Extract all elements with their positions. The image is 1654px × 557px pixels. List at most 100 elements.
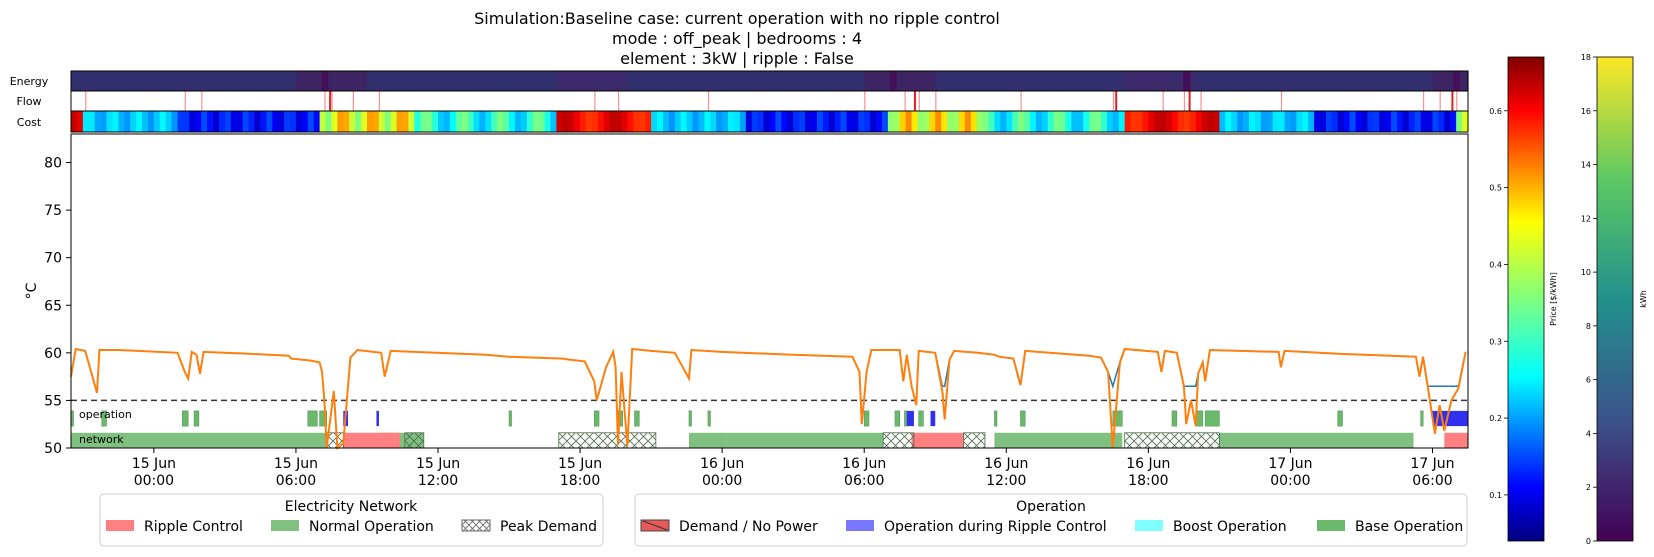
energy-cell <box>71 71 84 91</box>
energy-cell <box>568 71 581 91</box>
cost-cell <box>402 111 410 132</box>
cost-cell <box>319 111 327 132</box>
energy-cell <box>899 71 913 91</box>
flow-event-strong <box>1115 91 1118 111</box>
cost-cell <box>834 111 842 132</box>
energy-cell <box>118 71 131 91</box>
energy-cell <box>260 71 273 91</box>
cost-cell <box>449 111 457 132</box>
cost-cell <box>1124 111 1132 132</box>
cost-cell <box>982 111 990 132</box>
cost-cell <box>591 111 599 132</box>
cost-cell <box>822 111 830 132</box>
energy-cell <box>1219 71 1232 91</box>
cost-cell <box>1000 111 1007 132</box>
cost-cell <box>1284 111 1292 132</box>
energy-cell <box>1112 71 1126 91</box>
energy-cell <box>852 71 865 91</box>
cost-cell <box>71 111 78 132</box>
x-tick-label-time: 06:00 <box>844 473 884 489</box>
flow-event <box>594 91 596 111</box>
cost-cell <box>142 111 149 132</box>
cost-cell <box>1142 111 1149 132</box>
cost-cell <box>361 111 368 132</box>
operation-base-bar <box>319 410 328 427</box>
cost-cell <box>1106 111 1114 132</box>
operation-base-bar <box>634 410 640 427</box>
energy-cell <box>1065 71 1078 91</box>
energy-cell <box>1006 71 1019 91</box>
cost-cell <box>1260 111 1268 132</box>
legend-electricity-network: Electricity Network Ripple Control Norma… <box>99 493 604 547</box>
flow-event <box>1162 91 1164 111</box>
operation-base-bar <box>508 410 512 427</box>
cost-cell <box>1290 111 1297 132</box>
energy-cell <box>828 71 842 91</box>
energy-cell <box>402 71 415 91</box>
energy-cell <box>106 71 119 91</box>
cost-cell <box>657 111 664 132</box>
energy-cell <box>142 71 155 91</box>
cost-cell <box>674 111 682 132</box>
legend-label-peak-demand: Peak Demand <box>500 519 597 535</box>
x-tick-label-time: 00:00 <box>1270 473 1310 489</box>
x-tick-label-date: 15 Jun <box>274 456 318 472</box>
cost-cell <box>278 111 285 132</box>
energy-cell <box>130 71 143 91</box>
colorbar-tick-label: 0.4 <box>1489 260 1502 269</box>
cost-cell <box>390 111 398 132</box>
cost-cell <box>1355 111 1363 132</box>
cost-cell <box>1254 111 1262 132</box>
flow-event <box>904 91 906 111</box>
colorbar-tick-label: 18 <box>1581 53 1591 62</box>
cost-cell <box>615 111 623 132</box>
cost-cell <box>568 111 575 132</box>
flow-event <box>1183 91 1186 111</box>
colorbar-tick-label: 4 <box>1586 429 1591 438</box>
colorbar-tick-label: 16 <box>1581 107 1591 116</box>
cost-cell <box>159 111 167 132</box>
cost-cell <box>1456 111 1463 132</box>
cost-cell <box>254 111 262 132</box>
cost-cell <box>467 111 475 132</box>
cost-cell <box>349 111 356 132</box>
energy-cell <box>201 71 214 91</box>
energy-cell <box>1325 71 1339 91</box>
network-normal-bar <box>726 432 884 448</box>
cost-cell <box>82 111 90 132</box>
cost-cell <box>100 111 108 132</box>
cost-cell <box>1272 111 1280 132</box>
x-tick-label-date: 15 Jun <box>558 456 602 472</box>
cost-cell <box>887 111 895 132</box>
energy-cell <box>994 71 1007 91</box>
colorbar-tick-label: 0.5 <box>1489 184 1502 193</box>
cost-cell <box>544 111 552 132</box>
temperature-line <box>70 347 1467 451</box>
cost-cell <box>290 111 297 132</box>
energy-cell <box>958 71 972 91</box>
energy-cell <box>295 71 309 91</box>
flow-event <box>1423 91 1425 111</box>
x-tick-label-time: 00:00 <box>702 473 742 489</box>
flow-event <box>864 91 866 111</box>
energy-cell <box>662 71 676 91</box>
cost-cell <box>1266 111 1274 132</box>
chart-title-line-3: element : 3kW | ripple : False <box>620 49 854 68</box>
energy-cell <box>331 71 344 91</box>
strip-label-energy: Energy <box>10 75 49 88</box>
energy-cell <box>1195 71 1209 91</box>
cost-cell <box>337 111 344 132</box>
x-tick-label-time: 00:00 <box>134 473 174 489</box>
y-tick-label: 55 <box>44 393 62 409</box>
cost-cell <box>503 111 510 132</box>
energy-peak-cell <box>889 71 897 91</box>
flow-event-strong <box>1451 91 1454 111</box>
flow-event <box>1439 91 1441 111</box>
energy-cell <box>509 71 522 91</box>
cost-cell <box>846 111 853 132</box>
colorbar-tick-label: 12 <box>1581 214 1591 223</box>
cost-cell <box>722 111 729 132</box>
energy-cell <box>816 71 830 91</box>
cost-cell <box>739 111 747 132</box>
energy-cell <box>520 71 534 91</box>
